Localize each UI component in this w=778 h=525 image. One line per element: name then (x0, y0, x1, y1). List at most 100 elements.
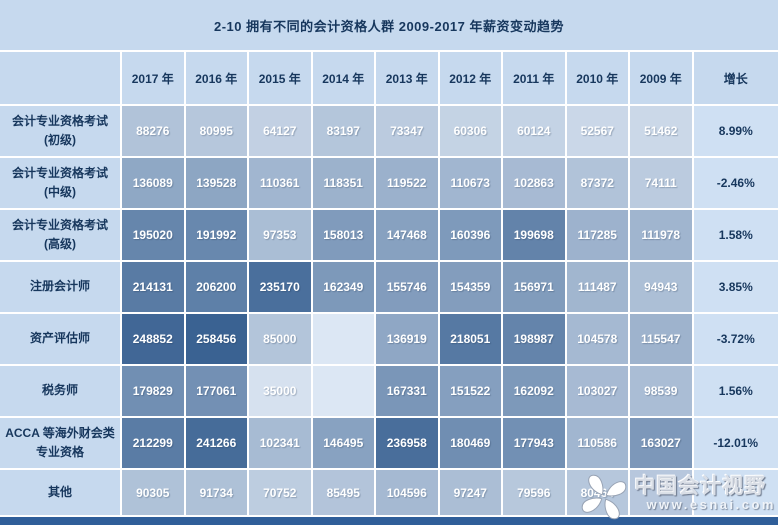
value-cell: 162349 (312, 261, 376, 313)
growth-cell: -12.01% (693, 417, 778, 469)
year-column-header: 2017 年 (121, 52, 185, 105)
value-cell: 191992 (185, 209, 249, 261)
value-cell: 97353 (248, 209, 312, 261)
value-cell: 218051 (439, 313, 503, 365)
value-cell: 236958 (375, 417, 439, 469)
row-label: 会计专业资格考试 (初级) (0, 105, 121, 157)
value-cell: 110586 (566, 417, 630, 469)
value-cell: 177943 (502, 417, 566, 469)
value-cell: 80464 (566, 469, 630, 516)
value-cell: 136919 (375, 313, 439, 365)
growth-cell: 8.99% (693, 105, 778, 157)
growth-cell: 1.58% (693, 209, 778, 261)
value-cell: 91734 (185, 469, 249, 516)
year-column-header: 2015 年 (248, 52, 312, 105)
row-label: ACCA 等海外财会类 专业资格 (0, 417, 121, 469)
value-cell: 94943 (629, 261, 693, 313)
row-label: 税务师 (0, 365, 121, 417)
value-cell: 177061 (185, 365, 249, 417)
value-cell: 162092 (502, 365, 566, 417)
value-cell (312, 313, 376, 365)
year-column-header: 2013 年 (375, 52, 439, 105)
value-cell: 163027 (629, 417, 693, 469)
value-cell: 102341 (248, 417, 312, 469)
value-cell: 87372 (566, 157, 630, 209)
row-label: 其他 (0, 469, 121, 516)
value-cell: 199698 (502, 209, 566, 261)
value-cell: 51462 (629, 105, 693, 157)
year-column-header: 2010 年 (566, 52, 630, 105)
value-cell: 198987 (502, 313, 566, 365)
value-cell (312, 365, 376, 417)
value-cell: 70752 (248, 469, 312, 516)
row-label: 资产评估师 (0, 313, 121, 365)
value-cell: 60306 (439, 105, 503, 157)
value-cell: 115547 (629, 313, 693, 365)
value-cell: 90305 (121, 469, 185, 516)
value-cell: 97247 (439, 469, 503, 516)
growth-cell: -3.72% (693, 313, 778, 365)
value-cell: 111978 (629, 209, 693, 261)
value-cell: 110673 (439, 157, 503, 209)
growth-cell: -2.46% (693, 157, 778, 209)
growth-cell: 3.85% (693, 261, 778, 313)
value-cell: 85000 (248, 313, 312, 365)
year-column-header: 2011 年 (502, 52, 566, 105)
growth-column-header: 增长 (693, 52, 778, 105)
value-cell: 151522 (439, 365, 503, 417)
value-cell: 52567 (566, 105, 630, 157)
value-cell: 160396 (439, 209, 503, 261)
value-cell: 102863 (502, 157, 566, 209)
value-cell: 214131 (121, 261, 185, 313)
value-cell: 146495 (312, 417, 376, 469)
value-cell: 206200 (185, 261, 249, 313)
value-cell: 180469 (439, 417, 503, 469)
chart-title: 2-10 拥有不同的会计资格人群 2009-2017 年薪资变动趋势 (0, 0, 778, 52)
value-cell: 179829 (121, 365, 185, 417)
value-cell: 119522 (375, 157, 439, 209)
value-cell: 104578 (566, 313, 630, 365)
growth-cell: 1.56% (693, 365, 778, 417)
value-cell: 195020 (121, 209, 185, 261)
value-cell: 241266 (185, 417, 249, 469)
row-label: 注册会计师 (0, 261, 121, 313)
value-cell: 74111 (629, 157, 693, 209)
value-cell: 88276 (121, 105, 185, 157)
value-cell: 35000 (248, 365, 312, 417)
value-cell: 154359 (439, 261, 503, 313)
value-cell: 98539 (629, 365, 693, 417)
year-column-header: 2016 年 (185, 52, 249, 105)
value-cell: 104596 (375, 469, 439, 516)
value-cell: 158013 (312, 209, 376, 261)
value-cell: 103027 (566, 365, 630, 417)
value-cell: 155746 (375, 261, 439, 313)
value-cell: 111487 (566, 261, 630, 313)
value-cell: 73347 (375, 105, 439, 157)
value-cell: 136089 (121, 157, 185, 209)
value-cell: 235170 (248, 261, 312, 313)
value-cell: 80995 (185, 105, 249, 157)
value-cell: 117285 (566, 209, 630, 261)
value-cell: 156971 (502, 261, 566, 313)
value-cell: 167331 (375, 365, 439, 417)
row-label: 会计专业资格考试 (高级) (0, 209, 121, 261)
value-cell: 258456 (185, 313, 249, 365)
value-cell: 83197 (312, 105, 376, 157)
value-cell: 212299 (121, 417, 185, 469)
value-cell: 60124 (502, 105, 566, 157)
year-column-header: 2012 年 (439, 52, 503, 105)
value-cell: 110361 (248, 157, 312, 209)
value-cell: 64127 (248, 105, 312, 157)
value-cell: 248852 (121, 313, 185, 365)
growth-cell (693, 469, 778, 516)
